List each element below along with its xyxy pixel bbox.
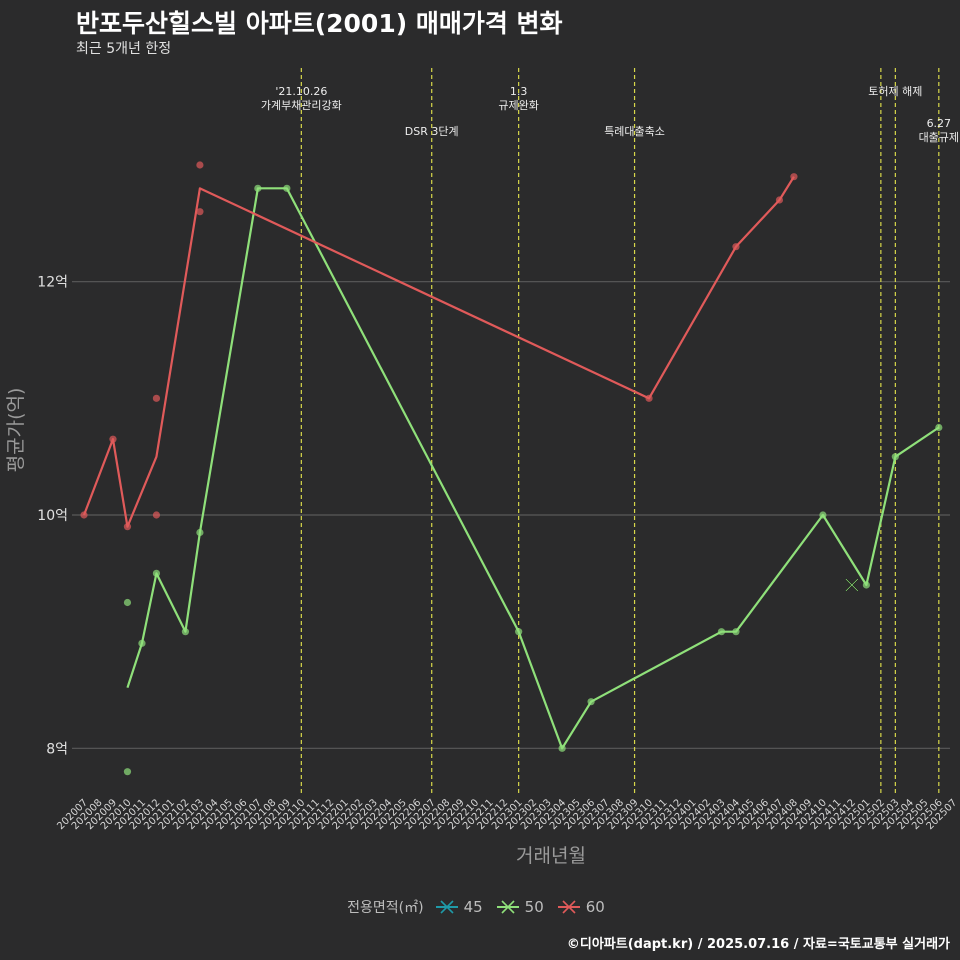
legend: 전용면적(㎡) 45 50 60 bbox=[0, 896, 960, 918]
legend-item-45: 45 bbox=[435, 896, 483, 918]
series-point-60-8 bbox=[732, 243, 740, 251]
series-point-60-9 bbox=[775, 196, 784, 204]
series-point-50-9 bbox=[558, 744, 566, 752]
series-point-60-6 bbox=[196, 208, 204, 216]
series-point-50-16 bbox=[935, 423, 943, 432]
series-point-50-3 bbox=[152, 569, 161, 577]
event-label-202506-0: 6.27 bbox=[927, 117, 952, 130]
series-point-50-14 bbox=[862, 581, 870, 589]
axis-layer: 8억10억12억20200720200820200920201020201120… bbox=[5, 275, 959, 867]
series-point-60-5 bbox=[196, 161, 204, 169]
source-caption: ©디아파트(dapt.kr) / 2025.07.16 / 자료=국토교통부 실… bbox=[566, 937, 950, 952]
series-point-50-2 bbox=[138, 639, 146, 647]
y-axis-title: 평균가(억) bbox=[5, 388, 27, 473]
series-line-60 bbox=[82, 176, 795, 528]
y-tick-label-0: 8억 bbox=[46, 741, 68, 757]
series-point-60-7 bbox=[645, 394, 653, 402]
event-label-202309-0: 특례대출축소 bbox=[604, 125, 665, 138]
series-point-50-15 bbox=[891, 453, 899, 461]
x-axis-title: 거래년월 bbox=[516, 845, 586, 867]
series-point-60-0 bbox=[80, 511, 88, 519]
series-line-50 bbox=[126, 187, 940, 750]
series-point-50-8 bbox=[515, 628, 523, 636]
series-point-50-5 bbox=[196, 528, 204, 537]
event-label-202110-1: 가계부채관리강화 bbox=[261, 99, 342, 112]
series-point-50-0 bbox=[123, 598, 132, 607]
legend-title: 전용면적(㎡) bbox=[347, 900, 424, 916]
series-point-60-4 bbox=[152, 511, 161, 519]
legend-key-45-icon bbox=[435, 900, 458, 914]
legend-label-60: 60 bbox=[585, 898, 605, 916]
event-label-202503-0: 토허제 해제 bbox=[868, 84, 922, 98]
series-point-50-1 bbox=[123, 768, 132, 776]
event-label-202110-0: '21.10.26 bbox=[275, 85, 327, 98]
y-tick-label-2: 12억 bbox=[37, 275, 68, 291]
series-point-50-6 bbox=[254, 184, 262, 192]
series-point-50-4 bbox=[181, 628, 190, 636]
legend-key-60-icon bbox=[557, 900, 580, 914]
series-point-50-12 bbox=[732, 628, 740, 636]
series-point-60-10 bbox=[790, 173, 798, 181]
legend-item-60: 60 bbox=[557, 896, 605, 918]
legend-label-45: 45 bbox=[463, 898, 483, 916]
event-label-202506-1: 대출규제 bbox=[919, 131, 959, 144]
series-point-60-1 bbox=[109, 435, 117, 443]
event-label-202301-0: 1.3 bbox=[510, 85, 528, 98]
series-point-50-10 bbox=[587, 698, 595, 706]
series-layer bbox=[80, 161, 943, 776]
grid-layer bbox=[72, 281, 950, 749]
chart-subtitle: 최근 5개년 한정 bbox=[76, 41, 172, 57]
event-label-202301-1: 규제완화 bbox=[498, 99, 538, 112]
series-cross-50-0 bbox=[845, 578, 859, 592]
series-point-50-11 bbox=[717, 628, 726, 636]
legend-item-50: 50 bbox=[496, 896, 544, 918]
cross-stroke-d bbox=[845, 578, 859, 592]
legend-key-50-icon bbox=[496, 900, 519, 914]
chart-title: 반포두산힐스빌 아파트(2001) 매매가격 변화 bbox=[76, 9, 563, 38]
series-point-50-7 bbox=[283, 184, 291, 192]
series-point-50-13 bbox=[819, 511, 827, 519]
y-tick-label-1: 10억 bbox=[37, 508, 68, 524]
series-point-60-3 bbox=[152, 394, 161, 402]
legend-label-50: 50 bbox=[524, 898, 544, 916]
series-point-60-2 bbox=[123, 523, 132, 531]
event-label-202207-0: DSR 3단계 bbox=[405, 125, 459, 138]
